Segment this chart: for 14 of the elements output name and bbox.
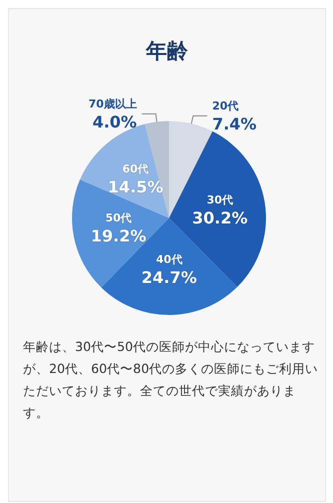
text: 年齢は、30代〜50代の医師が中心になっていますが、20代、60代〜80代の多くの医師にもご利用いただいております。全ての世代で実績があります。 [23, 338, 319, 422]
slice-label: 30代 [206, 193, 234, 206]
data-label: 19.2% [90, 226, 146, 246]
slice-label: 50代 [105, 211, 132, 224]
slice-label: 70歳以上 [88, 97, 137, 110]
data-label: 4.0% [92, 112, 137, 132]
data-label: 7.4% [212, 114, 257, 134]
data-label: 30.2% [192, 208, 248, 228]
chart-title: 年齢 [144, 38, 189, 65]
data-label: 24.7% [141, 268, 197, 287]
slice-label: 20代 [212, 99, 239, 112]
slice-label: 60代 [122, 162, 149, 176]
data-label: 14.5% [108, 177, 164, 196]
slice-label: 40代 [156, 253, 182, 266]
